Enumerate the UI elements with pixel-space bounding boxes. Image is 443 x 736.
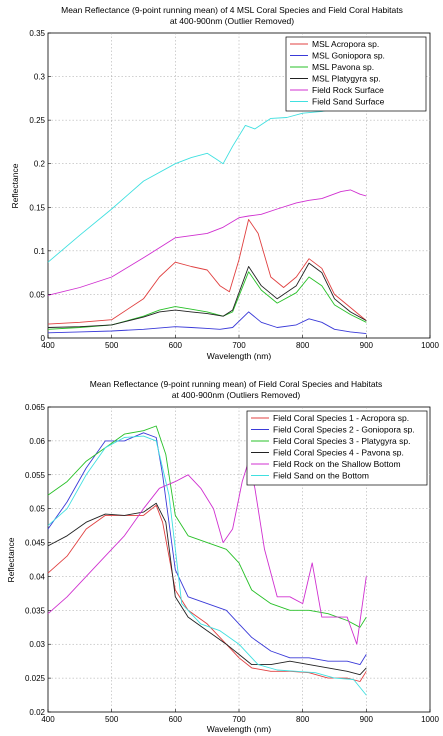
y-tick-label: 0.25: [29, 116, 45, 125]
x-tick-label: 700: [232, 715, 246, 724]
series-line-6: [47, 102, 351, 263]
legend-label: Field Coral Species 1 - Acropora sp.: [273, 413, 409, 423]
x-tick-label: 1000: [421, 715, 439, 724]
x-tick-label: 1000: [421, 341, 439, 350]
y-tick-label: 0.055: [25, 471, 46, 480]
chart-2-y-ticks: 0.02 0.025 0.03 0.035 0.04 0.045 0.05 0.055 0.06…: [25, 403, 51, 717]
chart-2-title: Mean Reflectance (9-point running mean) …: [90, 379, 382, 389]
chart-1-legend: MSL Acropora sp. MSL Goniopora sp.MSL Pav…: [285, 36, 427, 112]
x-tick-label: 700: [232, 341, 246, 350]
legend-label: Field Rock on the Shallow Bottom: [273, 459, 401, 469]
y-tick-label: 0.02: [29, 708, 45, 717]
chart-2: Mean Reflectance (9-point running mean) …: [6, 379, 439, 734]
series-line-5: [47, 460, 367, 645]
chart-2-legend-box: [246, 410, 428, 486]
series-line-4: [47, 262, 367, 328]
chart-1-x-ticks: 400 500 600 700 800 900 1000: [41, 335, 439, 350]
y-tick-label: 0.03: [29, 640, 45, 649]
x-tick-label: 400: [41, 715, 55, 724]
y-tick-label: 0.035: [25, 606, 46, 615]
chart-1-series-lines: [47, 102, 367, 335]
y-tick-label: 0.06: [29, 437, 45, 446]
y-tick-label: 0.3: [34, 73, 46, 82]
chart-2-series-lines: [47, 425, 367, 696]
series-line-2: [47, 311, 367, 335]
chart-2-ylabel: Reflectance: [6, 537, 16, 582]
x-tick-label: 600: [169, 341, 183, 350]
chart-2-x-ticks: 400 500 600 700 800 900 1000: [41, 709, 439, 724]
legend-label: MSL Acropora sp.: [312, 39, 379, 49]
series-line-2: [47, 432, 367, 666]
legend-label: Field Coral Species 4 - Pavona sp.: [273, 448, 404, 458]
chart-1-ylabel: Reflectance: [10, 163, 20, 208]
x-tick-label: 600: [169, 715, 183, 724]
y-tick-label: 0.1: [34, 247, 46, 256]
series-line-6: [47, 435, 367, 696]
y-tick-label: 0.065: [25, 403, 46, 412]
y-tick-label: 0: [41, 334, 46, 343]
x-tick-label: 900: [360, 715, 374, 724]
chart-1: Mean Reflectance (9-point running mean) …: [10, 5, 439, 361]
chart-1-subtitle: at 400-900nm (Outlier Removed): [170, 16, 294, 26]
series-line-4: [47, 502, 367, 676]
x-tick-label: 800: [296, 715, 310, 724]
y-tick-label: 0.025: [25, 674, 46, 683]
legend-label: Field Coral Species 2 - Goniopora sp.: [273, 425, 415, 435]
x-tick-label: 500: [105, 341, 119, 350]
legend-label: MSL Pavona sp.: [312, 62, 374, 72]
legend-label: Field Sand Surface: [312, 97, 385, 107]
y-tick-label: 0.05: [29, 505, 45, 514]
y-tick-label: 0.35: [29, 29, 45, 38]
chart-1-grid: [48, 33, 430, 338]
x-tick-label: 400: [41, 341, 55, 350]
series-line-3: [47, 425, 367, 628]
legend-label: MSL Goniopora sp.: [312, 51, 385, 61]
y-tick-label: 0.2: [34, 160, 46, 169]
chart-1-y-ticks: 0 0.05 0.1 0.15 0.2 0.25 0.3 0.35: [29, 29, 51, 343]
legend-label: Field Sand on the Bottom: [273, 471, 369, 481]
series-line-1: [47, 219, 367, 325]
y-tick-label: 0.05: [29, 290, 45, 299]
y-tick-label: 0.045: [25, 539, 46, 548]
x-tick-label: 500: [105, 715, 119, 724]
chart-1-title: Mean Reflectance (9-point running mean) …: [61, 5, 403, 15]
chart-1-legend-box: [285, 36, 427, 112]
series-line-5: [47, 189, 367, 296]
legend-label: Field Coral Species 3 - Platygyra sp.: [273, 436, 410, 446]
y-tick-label: 0.04: [29, 572, 45, 581]
chart-2-xlabel: Wavelength (nm): [207, 724, 272, 734]
x-tick-label: 800: [296, 341, 310, 350]
series-line-1: [47, 504, 367, 682]
chart-1-xlabel: Wavelength (nm): [207, 351, 272, 361]
x-tick-label: 900: [360, 341, 374, 350]
legend-label: Field Rock Surface: [312, 85, 384, 95]
series-line-3: [47, 271, 367, 330]
chart-2-subtitle: at 400-900nm (Outliers Removed): [172, 390, 301, 400]
chart-2-legend: Field Coral Species 1 - Acropora sp. Fiel…: [246, 410, 428, 486]
legend-label: MSL Platygyra sp.: [312, 74, 381, 84]
y-tick-label: 0.15: [29, 203, 45, 212]
